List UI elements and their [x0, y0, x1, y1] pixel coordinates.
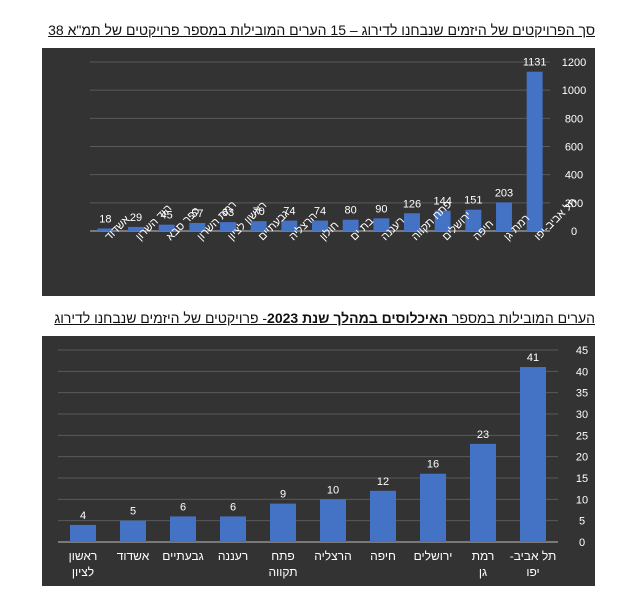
chart-1-data-label: 18 — [99, 213, 111, 225]
chart-1-bar — [128, 226, 144, 231]
chart-1-bar — [404, 213, 420, 231]
chart-2-y-tick-label: 40 — [576, 366, 588, 378]
chart-1-bar — [220, 222, 236, 231]
chart-2-y-tick-label: 15 — [576, 473, 588, 485]
chart-1-data-label: 126 — [403, 198, 421, 210]
chart-2-data-label: 12 — [377, 476, 389, 488]
chart-2-title-part-3: - פרויקטים של היזמים שנבחנו לדירוג — [54, 310, 268, 326]
chart-2-y-tick-label: 10 — [576, 494, 588, 506]
chart-2-bar — [220, 516, 246, 542]
chart-2-category-label: פתח תקווה — [269, 549, 298, 579]
chart-2-data-label: 23 — [477, 429, 489, 441]
chart-2-y-tick-label: 20 — [576, 452, 588, 464]
chart-2-category-label-line: יפו — [526, 565, 539, 579]
chart-1-data-label: 74 — [283, 206, 295, 218]
chart-1-bar — [189, 222, 206, 231]
chart-1-data-label: 74 — [314, 206, 326, 218]
chart-2-data-label: 10 — [327, 484, 339, 496]
chart-2-bar — [320, 499, 346, 542]
chart-2-y-tick-label: 0 — [579, 537, 585, 549]
chart-2-data-label: 4 — [80, 510, 86, 522]
chart-2-category-label-line: תקווה — [269, 565, 298, 579]
chart-2-data-label: 6 — [230, 501, 236, 513]
chart-1-bar — [373, 218, 390, 231]
chart-1-data-label: 29 — [130, 212, 142, 224]
chart-2-y-tick-label: 45 — [576, 345, 588, 357]
chart-2-category-label-line: תל אביב- — [510, 549, 557, 563]
chart-1-bar — [526, 71, 543, 231]
chart-1-data-label: 80 — [345, 205, 357, 217]
chart-1-data-label: 70 — [253, 206, 265, 218]
chart-2-y-tick-label: 5 — [579, 516, 585, 528]
chart-2-data-label: 41 — [527, 352, 539, 364]
chart-1-bar — [496, 202, 512, 231]
chart-2-category-label-line: לציון — [72, 565, 94, 579]
chart-1-bar — [465, 209, 482, 231]
chart-1-title: סך הפרויקטים של היזמים שנבחנו לדירוג – 1… — [48, 22, 595, 38]
chart-1-bar — [342, 219, 359, 231]
chart-1-data-label: 144 — [433, 196, 451, 208]
chart-2-category-label-line: רמת — [472, 549, 495, 563]
chart-1-y-tick-label: 0 — [571, 226, 577, 238]
chart-2-bar — [70, 524, 96, 542]
chart-2-title-part-1: הערים המובילות במספר — [448, 310, 595, 326]
chart-1-panel: 0 200 400 600 800 1000 1200 1131 תל אביב-יפו 203 ר… — [42, 48, 595, 296]
chart-2-data-label: 5 — [130, 506, 136, 518]
chart-1-data-label: 90 — [375, 203, 387, 215]
chart-2-bar — [170, 516, 196, 542]
chart-2-category-label-line: ראשון — [69, 549, 98, 563]
chart-2-data-label: 16 — [427, 459, 439, 471]
chart-1-data-label: 203 — [495, 187, 513, 199]
chart-1-y-tick-label: 400 — [565, 170, 583, 182]
chart-1-y-tick-label: 1000 — [562, 85, 586, 97]
chart-2-category-label: ראשון לציון — [69, 549, 98, 579]
chart-2-data-label: 9 — [280, 489, 286, 501]
chart-1-y-tick-label: 800 — [565, 113, 583, 125]
chart-1-bar — [250, 221, 267, 231]
chart-2-data-label: 6 — [180, 501, 186, 513]
chart-2-y-tick-label: 25 — [576, 430, 588, 442]
chart-1-data-label: 151 — [464, 195, 482, 207]
chart-2-category-label: חיפה — [370, 549, 396, 563]
chart-1-data-label: 1131 — [523, 57, 547, 69]
chart-2-y-tick-label: 35 — [576, 388, 588, 400]
chart-2-y-tick-label: 30 — [576, 409, 588, 421]
chart-1-bar — [434, 210, 451, 231]
chart-2-bar — [370, 490, 396, 542]
chart-2-bar — [120, 520, 146, 542]
chart-1-bar — [97, 228, 114, 231]
chart-1-bar — [281, 220, 298, 231]
chart-2-panel: 0 5 10 15 20 25 30 35 40 45 41 תל אביב-יפו 23 רמת גן 16… — [42, 336, 595, 586]
chart-2-background — [42, 336, 595, 586]
chart-1-bar — [158, 224, 175, 231]
chart-2-category-label-line: פתח — [271, 549, 295, 563]
chart-2-bar — [270, 503, 296, 542]
chart-2-category-label-line: גן — [479, 565, 487, 579]
chart-1-data-label: 45 — [161, 210, 173, 222]
chart-2-bar — [470, 443, 496, 542]
chart-2-category-label: תל אביב- יפו — [510, 549, 557, 579]
chart-2-category-label: הרצליה — [314, 549, 351, 563]
chart-2-title-part-2: האיכלוסים במהלך שנת 2023 — [267, 310, 449, 326]
chart-2-category-label: גבעתיים — [162, 549, 203, 563]
chart-1-data-label: 63 — [222, 207, 234, 219]
chart-2-category-label: רעננה — [218, 549, 248, 563]
chart-2-category-label: ירושלים — [414, 549, 453, 563]
chart-1-y-tick-label: 600 — [565, 142, 583, 154]
chart-2-category-label: אשדוד — [117, 549, 150, 563]
chart-1-y-tick-label: 200 — [565, 198, 583, 210]
chart-1-data-label: 57 — [191, 208, 203, 220]
chart-2-bar — [420, 473, 446, 542]
chart-2-category-label: רמת גן — [472, 549, 495, 579]
chart-2-bar — [520, 367, 546, 542]
chart-2-title: הערים המובילות במספר האיכלוסים במהלך שנת… — [54, 310, 595, 326]
chart-1-bar — [312, 220, 328, 231]
chart-1-y-tick-label: 1200 — [562, 57, 586, 69]
chart-1-background — [42, 48, 595, 296]
